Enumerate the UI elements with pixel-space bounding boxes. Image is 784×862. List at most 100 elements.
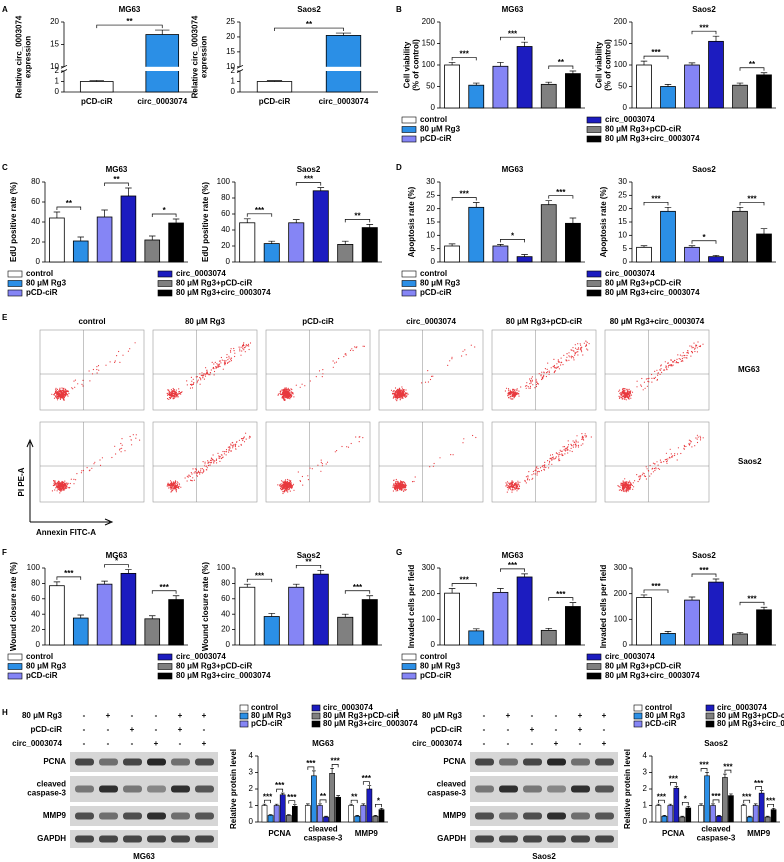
bar [540,204,557,263]
significance-bracket [288,800,296,804]
flow-events [618,341,704,401]
significance-label: ** [306,20,313,29]
blot-band [499,785,518,793]
treatment-sign: + [154,739,159,748]
blot-strip [70,806,218,826]
significance-bracket [274,27,344,32]
error-bar [664,206,672,212]
legend-swatch [633,704,643,712]
column-label: control [78,317,105,326]
flow-plot [378,329,484,411]
legend-swatch [157,653,173,661]
y-tick-label: 10 [226,62,235,71]
bar [312,573,329,646]
blot-band [523,785,542,793]
legend-label: 80 μM Rg3+circ_0003074 [176,671,271,680]
significance-bracket [331,764,339,768]
blot-band [171,785,190,793]
bar [636,597,652,646]
significance-bracket [739,201,765,206]
significance-label: *** [508,29,518,38]
bar [728,795,734,823]
protein-label: cleaved caspase-3 [427,780,466,798]
bar [361,599,378,646]
significance-bracket [375,803,382,808]
chart-title: MG63 [502,551,524,560]
bar [516,256,533,263]
error-bar [306,803,310,806]
treatment-sign: + [106,711,111,720]
error-bar [341,240,349,245]
error-bar [89,80,104,82]
y-axis-label: Relative protein level [623,749,632,829]
y-tick-label: 4 [249,751,254,760]
significance-bracket [548,65,574,70]
legend-swatch [401,135,417,143]
y-tick-label: 2 [249,784,254,793]
blot-caption: Saos2 [532,852,556,861]
bar [311,775,317,823]
error-bar [717,815,721,817]
error-bar [729,793,733,796]
y-tick-label: 1 [249,801,254,810]
error-bar [361,803,366,806]
treatment-sign: - [203,725,206,734]
error-bar [292,219,300,223]
error-bar [53,211,61,218]
panel-label: I [396,708,398,717]
flow-events [277,345,366,401]
blot-band [99,835,118,843]
blot-band [123,835,142,843]
bar [444,64,460,109]
error-bar [688,62,696,65]
significance-label: *** [459,190,469,199]
significance-label: *** [304,175,314,184]
error-bar [274,803,279,806]
significance-label: *** [330,756,340,765]
treatment-sign: + [506,711,511,720]
error-bar [155,29,170,35]
treatment-sign: + [602,739,607,748]
legend-label: 80 μM Rg3+circ_0003074 [605,288,700,297]
significance-label: *** [556,188,566,197]
significance-label: *** [459,576,469,585]
bar [655,805,662,823]
y-tick-label: 0 [226,257,231,266]
significance-bracket [643,55,669,60]
error-bar [521,573,528,577]
legend-label: pCD-ciR [26,288,58,297]
treatment-sign: - [483,725,486,734]
legend-label: 80 μM Rg3+pCD-ciR [176,279,252,288]
blot-band [75,785,94,793]
chart-title: MG63 [312,739,334,748]
flow-events [392,434,477,492]
bar [366,788,373,823]
bar [660,633,676,646]
error-bar [760,228,768,234]
legend-label: 80 μM Rg3+circ_0003074 [323,719,418,728]
legend-swatch [401,116,417,124]
legend-swatch [401,270,417,278]
significance-bracket [104,182,129,186]
protein-label: GAPDH [37,834,66,843]
chart-title: MG63 [106,551,128,560]
error-bar [77,236,85,241]
legend-swatch [7,653,23,661]
y-tick-label: 40 [31,217,40,226]
flow-events [390,344,476,402]
bar [372,815,379,823]
y-tick-label: 0 [55,87,60,96]
bar [273,805,280,823]
y-axis-label: Relative circ_0003074expression [15,15,33,98]
axis-break [60,69,68,73]
error-bar [268,814,273,816]
significance-bracket [712,799,720,803]
x-tick-label: cleaved caspase-3 [304,825,343,843]
bar [267,815,274,823]
significance-bracket [500,239,525,243]
error-bar [736,632,744,634]
significance-bracket [295,182,322,186]
legend-swatch [157,663,173,670]
significance-bracket [724,769,732,774]
y-axis-label: Apoptosis rate (%) [407,186,416,257]
